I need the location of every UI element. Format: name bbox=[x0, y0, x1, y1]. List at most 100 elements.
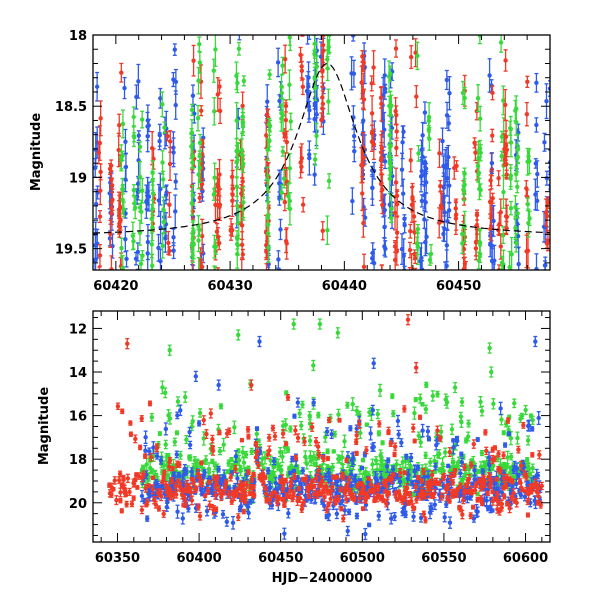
data-point bbox=[266, 314, 270, 318]
data-point bbox=[306, 15, 310, 19]
top-data-point bbox=[508, 164, 513, 188]
data-point bbox=[230, 186, 235, 191]
data-point bbox=[416, 151, 421, 156]
data-point bbox=[394, 145, 399, 151]
top-data-point bbox=[119, 62, 124, 83]
top-data-point bbox=[388, 160, 393, 180]
top-data-point bbox=[556, 294, 560, 311]
data-point bbox=[516, 261, 521, 267]
data-point bbox=[167, 161, 173, 167]
data-point bbox=[411, 214, 417, 219]
top-data-point bbox=[267, 119, 273, 133]
top-data-point bbox=[266, 269, 271, 270]
data-point bbox=[542, 140, 547, 145]
data-point bbox=[325, 35, 330, 37]
data-point bbox=[168, 139, 173, 144]
top-data-point bbox=[446, 115, 451, 132]
top-data-point bbox=[98, 176, 103, 206]
top-data-point bbox=[460, 232, 465, 254]
data-point bbox=[120, 197, 125, 203]
top-data-point bbox=[499, 130, 505, 143]
data-point bbox=[118, 271, 122, 275]
top-data-point bbox=[544, 83, 549, 120]
top-data-point bbox=[462, 256, 468, 270]
top-data-point bbox=[137, 219, 143, 246]
data-point bbox=[151, 156, 156, 162]
data-point bbox=[98, 169, 103, 175]
top-data-point bbox=[452, 156, 457, 180]
top-data-point bbox=[171, 137, 176, 168]
data-point bbox=[524, 290, 528, 294]
top-data-point bbox=[173, 173, 178, 190]
data-point bbox=[513, 225, 518, 231]
data-point bbox=[201, 285, 205, 289]
data-point bbox=[241, 161, 246, 166]
top-data-point bbox=[160, 170, 166, 189]
top-data-point bbox=[190, 157, 195, 169]
data-point bbox=[394, 230, 400, 235]
top-data-point bbox=[306, 10, 310, 24]
data-point bbox=[422, 193, 427, 198]
data-point bbox=[554, 180, 558, 184]
top-data-point bbox=[235, 187, 240, 225]
top-data-point bbox=[555, 255, 559, 284]
top-data-point bbox=[525, 147, 530, 176]
top-data-point bbox=[472, 137, 477, 149]
top-data-point bbox=[360, 175, 365, 212]
data-point bbox=[307, 24, 311, 28]
data-point bbox=[116, 213, 122, 218]
data-point bbox=[150, 170, 155, 176]
top-data-point bbox=[160, 150, 165, 175]
data-point bbox=[158, 351, 162, 355]
data-point bbox=[400, 140, 405, 145]
data-point bbox=[389, 206, 394, 212]
data-point bbox=[382, 244, 387, 249]
top-data-point bbox=[158, 335, 162, 371]
top-data-point bbox=[454, 295, 458, 318]
top-data-point bbox=[556, 209, 560, 235]
data-point bbox=[462, 301, 466, 305]
data-point bbox=[501, 262, 506, 267]
data-point bbox=[453, 216, 459, 221]
data-point bbox=[131, 239, 136, 244]
data-point bbox=[144, 462, 149, 467]
data-point bbox=[447, 183, 452, 188]
data-point bbox=[151, 377, 155, 381]
top-data-point bbox=[230, 223, 235, 237]
data-point bbox=[264, 275, 268, 279]
data-point bbox=[462, 261, 468, 266]
data-point bbox=[211, 68, 216, 73]
data-point bbox=[477, 116, 483, 121]
top-data-point bbox=[525, 75, 530, 89]
top-data-point bbox=[171, 71, 176, 88]
data-point bbox=[422, 159, 428, 165]
data-point bbox=[553, 143, 557, 147]
top-data-point bbox=[555, 290, 559, 324]
data-point bbox=[553, 238, 557, 242]
top-data-point bbox=[490, 85, 495, 101]
data-point bbox=[167, 202, 172, 208]
top-data-point bbox=[313, 0, 317, 6]
top-data-point bbox=[534, 72, 539, 93]
data-point bbox=[212, 109, 217, 114]
top-panel: 60420 60430 60440 60450 18 18.5 19 19.5 Magnitu… bbox=[29, 0, 560, 381]
data-point bbox=[544, 176, 550, 181]
top-data-point bbox=[197, 133, 203, 152]
top-data-point bbox=[139, 199, 144, 224]
data-point bbox=[463, 296, 467, 300]
top-data-point bbox=[504, 204, 510, 230]
top-data-point bbox=[422, 101, 428, 124]
data-point bbox=[132, 201, 137, 206]
top-data-point bbox=[280, 146, 286, 157]
data-point bbox=[422, 217, 427, 222]
top-data-point bbox=[241, 186, 246, 219]
data-point bbox=[360, 191, 365, 196]
data-point bbox=[314, 112, 319, 117]
top-data-point bbox=[350, 187, 355, 215]
data-point bbox=[525, 202, 531, 207]
data-point bbox=[507, 264, 512, 270]
bottom-data-point bbox=[157, 431, 163, 436]
data-point bbox=[393, 180, 399, 185]
data-point bbox=[462, 171, 467, 176]
data-point bbox=[97, 253, 103, 258]
